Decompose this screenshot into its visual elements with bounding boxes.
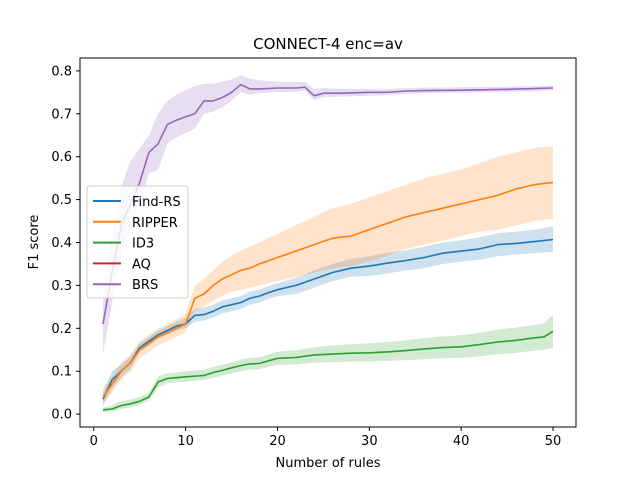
legend-label-brs: BRS [132,278,158,293]
y-axis: 0.0 0.1 0.2 0.3 0.4 0.5 0.6 0.7 0.8 [51,64,80,423]
legend-box [86,185,189,299]
band-ripper [103,146,553,404]
x-tick-label: 0 [90,434,98,449]
x-tick-label: 20 [269,434,286,449]
band-id3 [103,314,553,412]
y-tick-label: 0.8 [51,64,72,79]
line-find-rs [102,238,554,400]
series-lines [102,83,554,411]
legend-label-ripper: RIPPER [132,216,178,231]
y-tick-label: 0.5 [51,193,72,208]
x-tick-label: 10 [177,434,194,449]
line-id3 [102,330,554,411]
y-tick-label: 0.4 [51,236,72,251]
y-axis-label: F1 score [27,215,42,270]
y-tick-label: 0.6 [51,150,72,165]
y-tick-label: 0.0 [51,408,72,423]
x-axis-label: Number of rules [276,456,381,471]
x-tick-label: 40 [453,434,470,449]
line-ripper [102,181,554,398]
x-tick-label: 50 [545,434,562,449]
legend-label-id3: ID3 [132,237,154,252]
legend-label-find-rs: Find-RS [132,195,181,210]
x-tick-label: 30 [361,434,378,449]
line-brs [102,83,554,325]
legend-label-aq: AQ [132,257,151,272]
y-tick-label: 0.7 [51,107,72,122]
legend: Find-RS RIPPER ID3 AQ BRS [86,185,189,299]
y-tick-label: 0.2 [51,322,72,337]
chart-title: CONNECT-4 enc=av [253,35,403,53]
y-tick-label: 0.1 [51,365,72,380]
y-tick-label: 0.3 [51,279,72,294]
x-axis: 0 10 20 30 40 50 [90,427,562,449]
